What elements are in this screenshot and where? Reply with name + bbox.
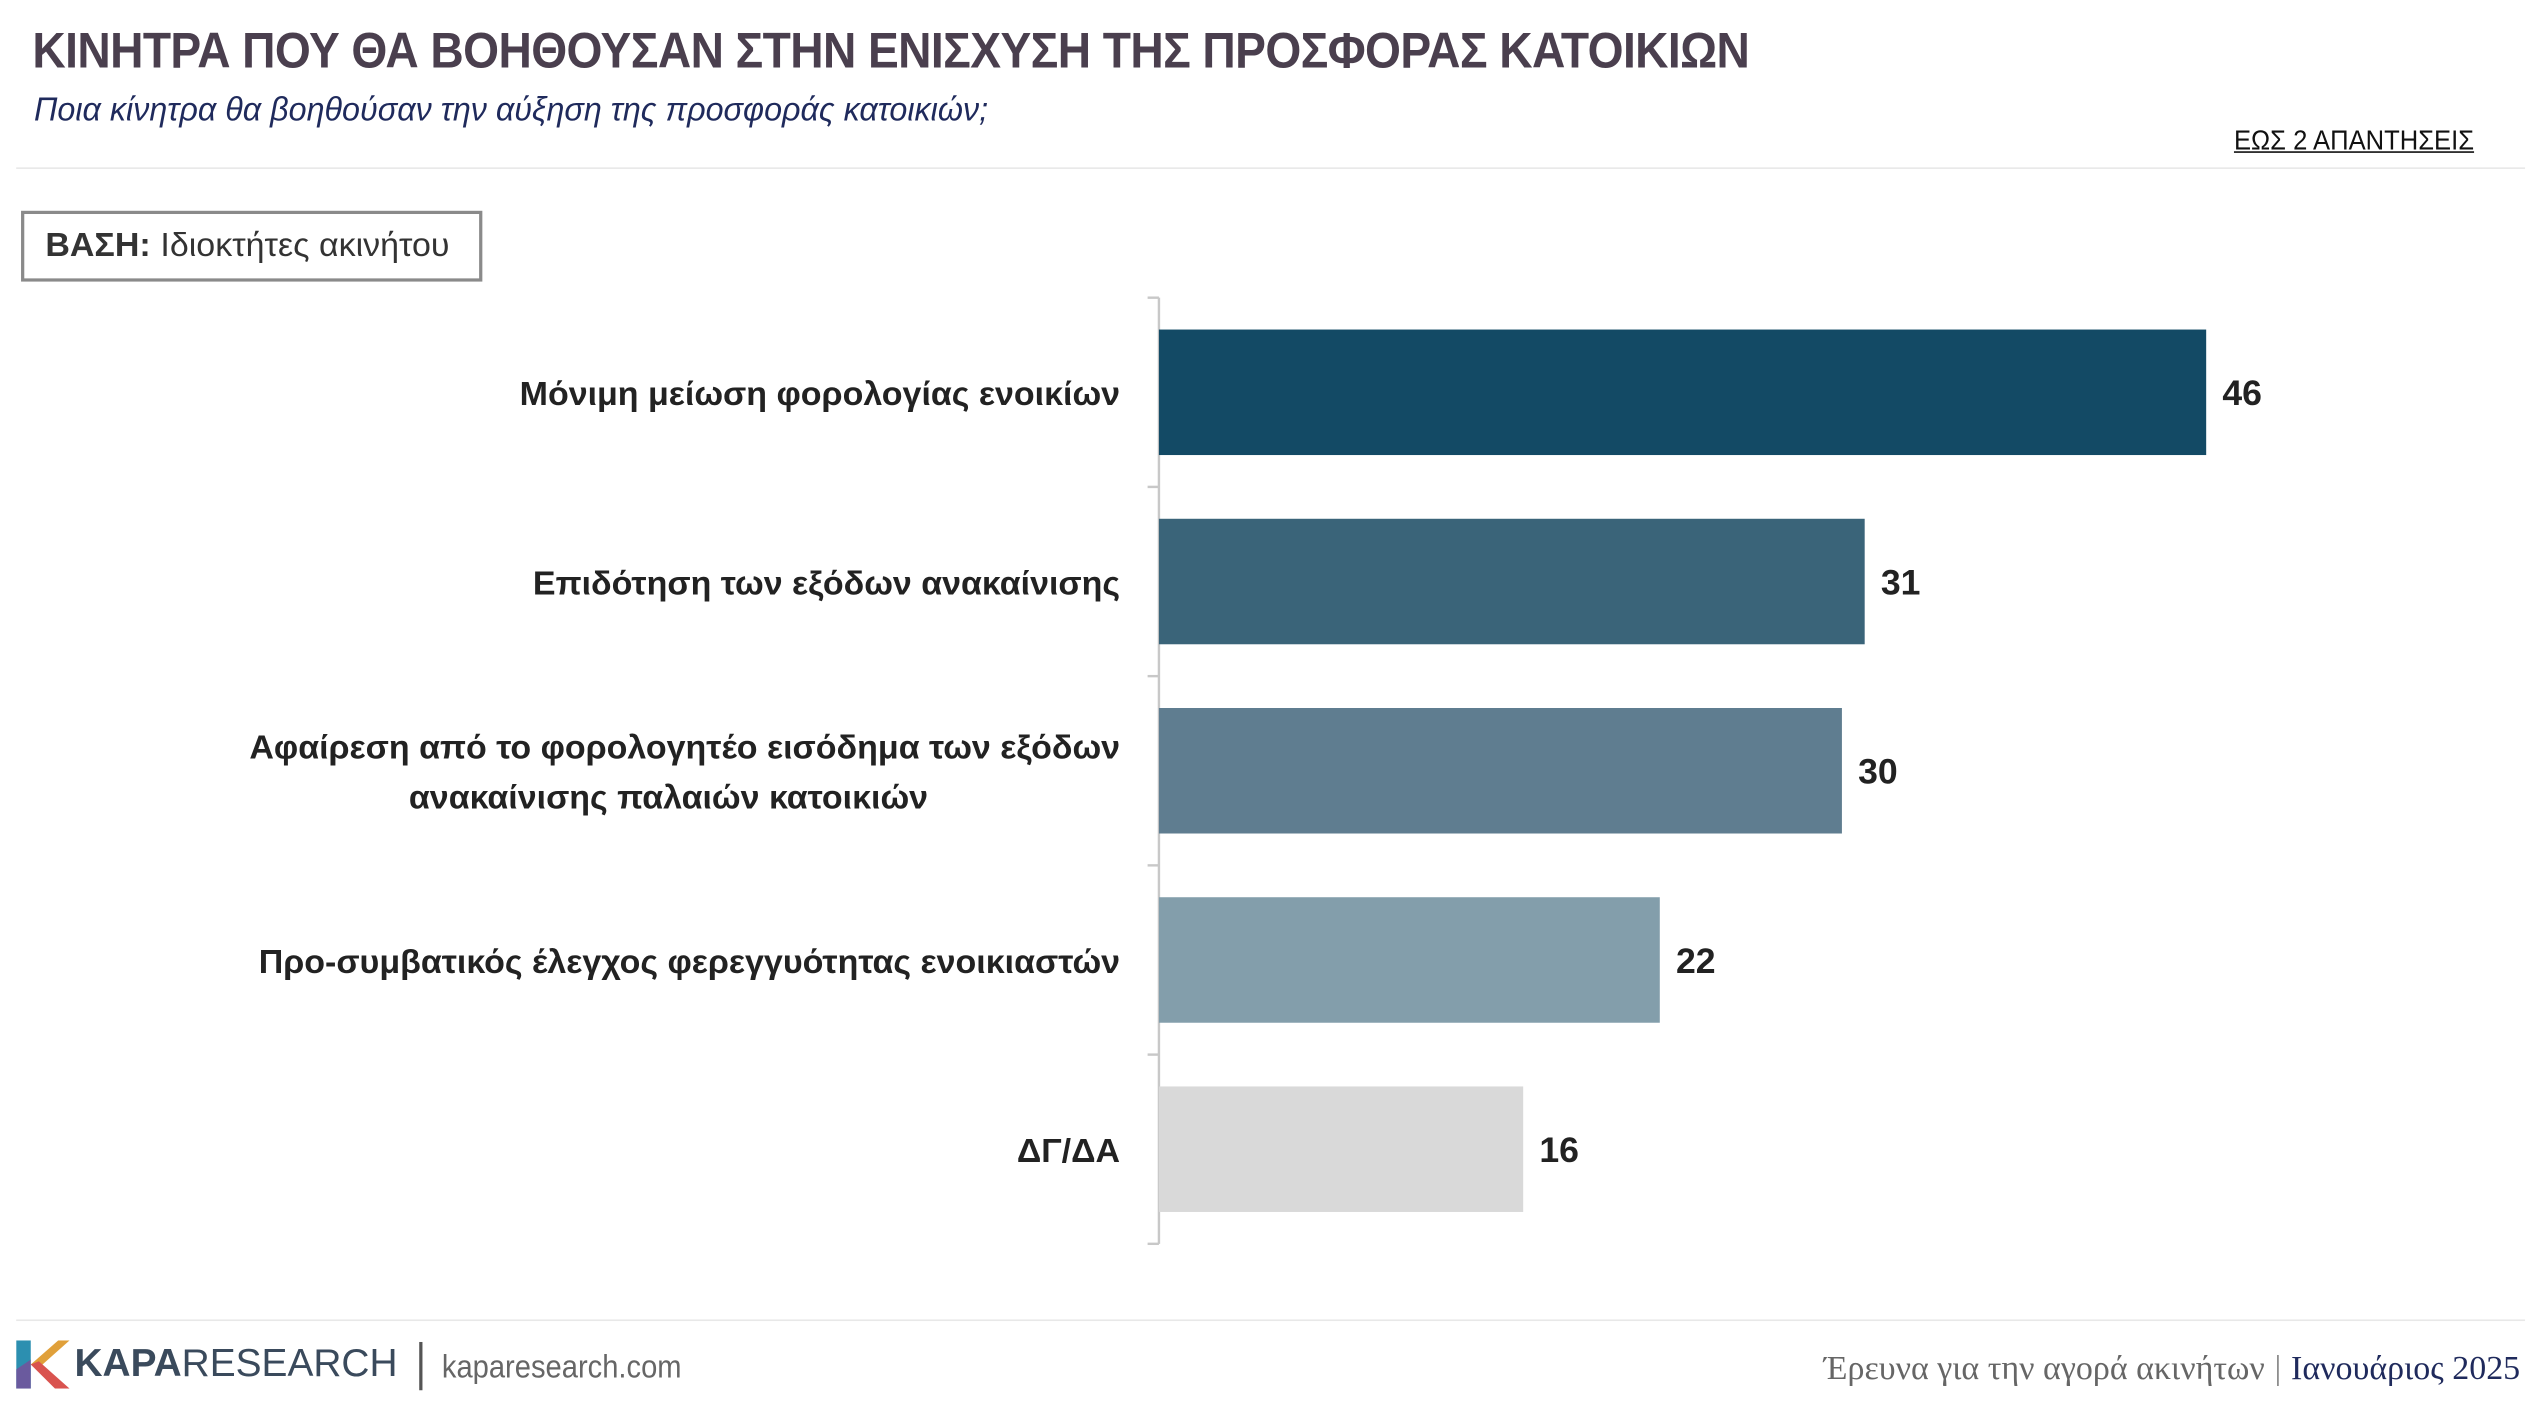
- category-label: ΔΓ/ΔΑ: [1017, 1132, 1120, 1170]
- data-label: 22: [1676, 941, 1716, 981]
- survey-name: Έρευνα για την αγορά ακινήτων: [1823, 1348, 2265, 1388]
- bar: [1158, 1086, 1524, 1212]
- data-label: 46: [2222, 373, 2262, 413]
- footer-divider: [16, 1319, 2526, 1322]
- survey-date: Ιανουάριος 2025: [2291, 1348, 2521, 1388]
- bar: [1158, 897, 1660, 1023]
- base-label: ΒΑΣΗ:: [45, 226, 151, 264]
- bar: [1158, 518, 1865, 645]
- page-title: ΚΙΝΗΤΡΑ ΠΟΥ ΘΑ ΒΟΗΘΟΥΣΑΝ ΣΤΗΝ ΕΝΙΣΧΥΣΗ Τ…: [32, 22, 1750, 79]
- category-label: Αφαίρεση από το φορολογητέο εισόδημα των…: [249, 729, 1120, 767]
- bar: [1158, 707, 1842, 834]
- base-value: Ιδιοκτήτες ακινήτου: [160, 226, 450, 264]
- page-subtitle: Ποια κίνητρα θα βοηθούσαν την αύξηση της…: [33, 91, 989, 129]
- kapa-logo-icon: [16, 1340, 70, 1389]
- survey-divider: |: [2274, 1348, 2282, 1388]
- data-label: 31: [1881, 562, 1921, 602]
- brand-separator: [419, 1341, 423, 1391]
- survey-info: Έρευνα για την αγορά ακινήτων | Ιανουάριος…: [1824, 1347, 2520, 1389]
- category-label: Μόνιμη μείωση φορολογίας ενοικίων: [520, 375, 1120, 413]
- brand-name: KAPARESEARCH: [74, 1340, 397, 1388]
- brand-bold: KAPA: [74, 1341, 182, 1386]
- brand-rest: RESEARCH: [181, 1341, 398, 1386]
- data-label: 30: [1858, 752, 1898, 792]
- website-link[interactable]: kaparesearch.com: [441, 1350, 682, 1386]
- category-label: Επιδότηση των εξόδων ανακαίνισης: [533, 564, 1120, 602]
- data-label: 16: [1539, 1130, 1579, 1170]
- answer-note: ΕΩΣ 2 ΑΠΑΝΤΗΣΕΙΣ: [2233, 125, 2474, 157]
- base-box: ΒΑΣΗ: Ιδιοκτήτες ακινήτου: [21, 210, 483, 282]
- category-label: ανακαίνισης παλαιών κατοικιών: [409, 779, 928, 817]
- bar: [1158, 329, 2207, 456]
- category-label: Προ-συμβατικός έλεγχος φερεγγυότητας ενο…: [259, 943, 1120, 981]
- header-divider: [16, 167, 2526, 169]
